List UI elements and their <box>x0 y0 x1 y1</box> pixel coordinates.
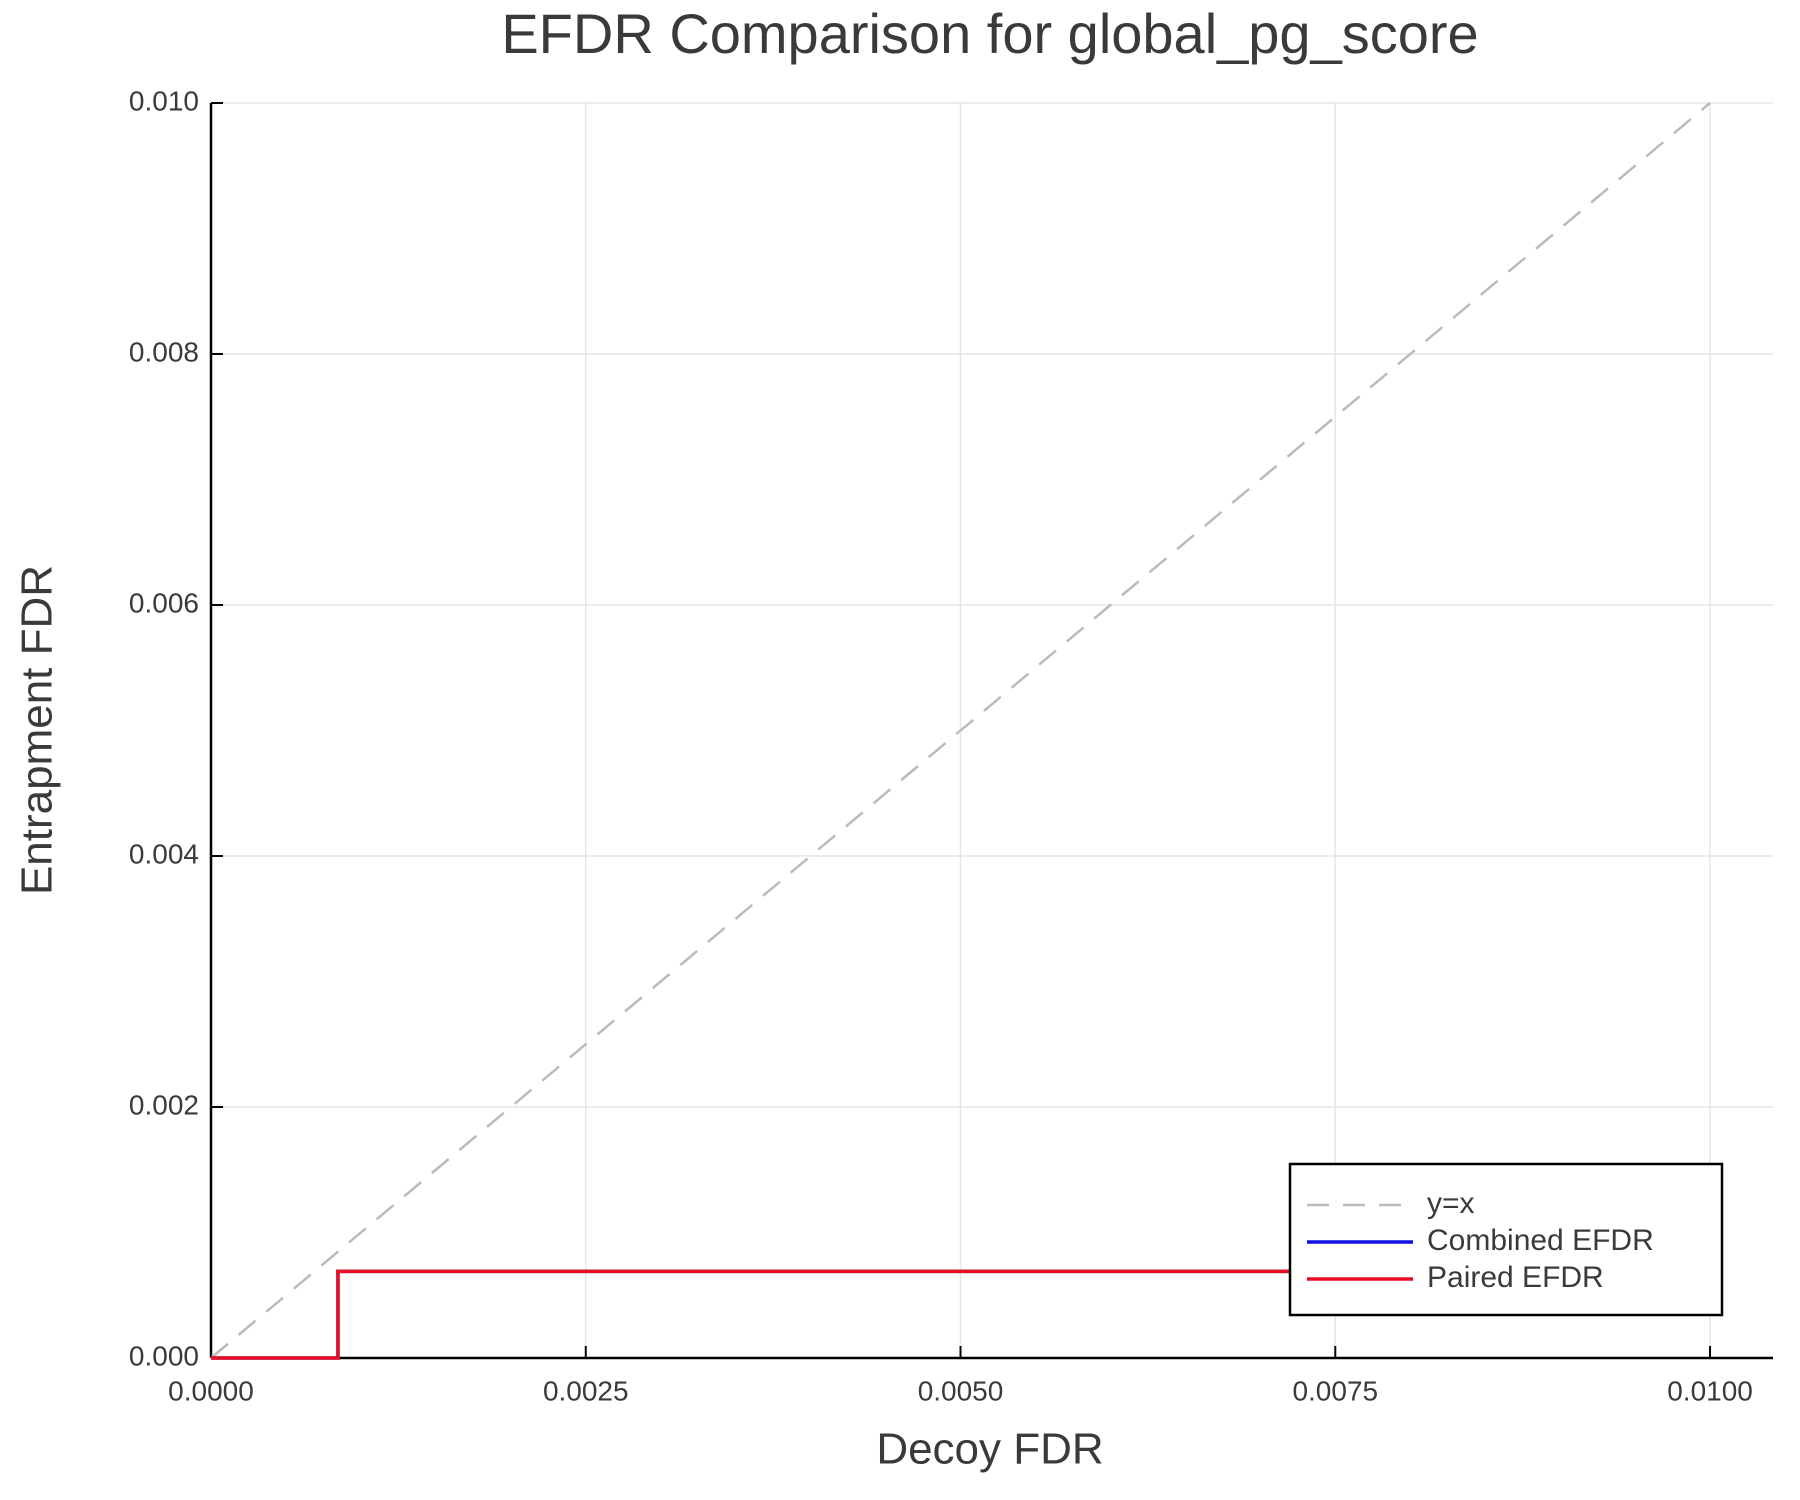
y-tick-label: 0.000 <box>129 1340 199 1371</box>
y-tick-label: 0.010 <box>129 85 199 116</box>
y-tick-label: 0.008 <box>129 336 199 367</box>
series-line <box>211 1269 1711 1360</box>
y-tick-label: 0.002 <box>129 1089 199 1120</box>
legend-label: Paired EFDR <box>1427 1261 1604 1294</box>
x-tick-label: 0.0100 <box>1667 1375 1753 1406</box>
y-axis-label: Entrapment FDR <box>13 565 62 895</box>
x-tick-label: 0.0050 <box>918 1375 1004 1406</box>
legend-box <box>1288 1162 1724 1317</box>
x-tick-label: 0.0000 <box>168 1375 254 1406</box>
y-tick-label: 0.006 <box>129 587 199 618</box>
x-tick-label: 0.0075 <box>1292 1375 1378 1406</box>
y-tick-label: 0.004 <box>129 838 199 869</box>
chart-title: EFDR Comparison for global_pg_score <box>501 2 1478 65</box>
legend-label: y=x <box>1427 1187 1475 1220</box>
series-line <box>210 102 1711 1359</box>
legend-label: Combined EFDR <box>1427 1224 1654 1257</box>
x-axis-label: Decoy FDR <box>876 1425 1103 1474</box>
x-tick-label: 0.0025 <box>543 1375 629 1406</box>
